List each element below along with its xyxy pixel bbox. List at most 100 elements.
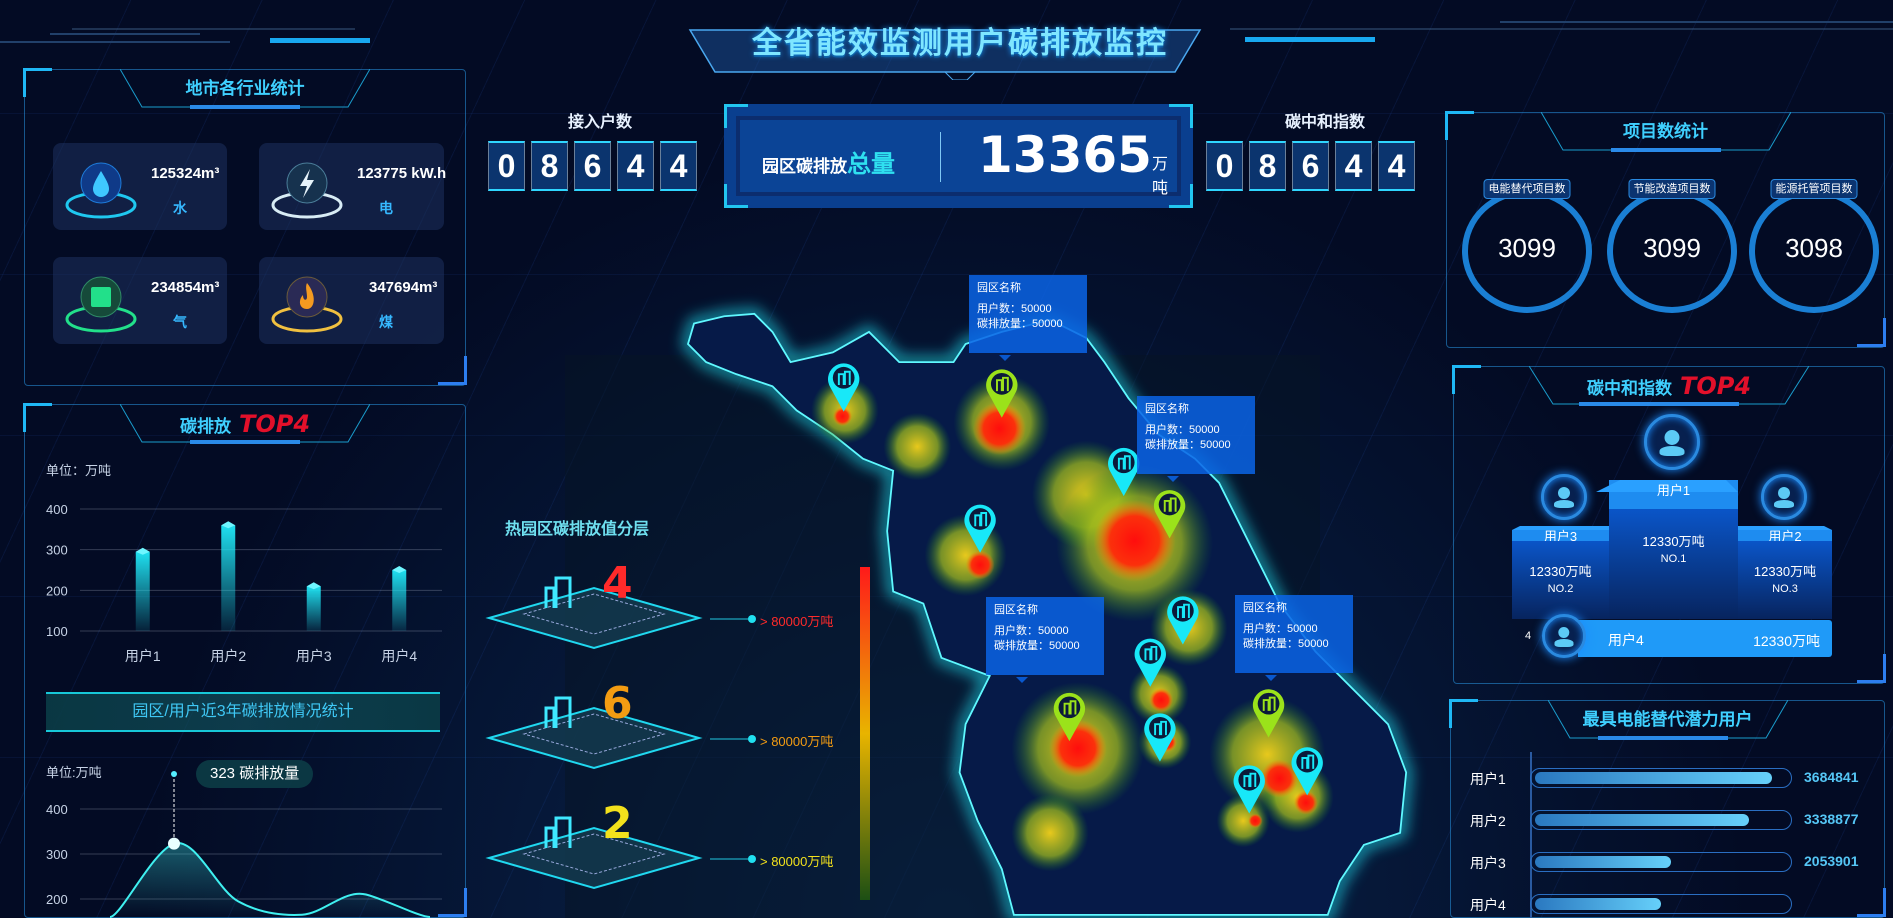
project-ring-energy-hosting: 能源托管项目数 3098 xyxy=(1749,179,1879,313)
digit: 0 xyxy=(1206,141,1243,191)
heat-core xyxy=(972,401,1026,456)
building-icon xyxy=(974,512,988,527)
line-chart-unit: 单位:万吨 xyxy=(46,765,102,780)
x-tick-label: 用户2 xyxy=(210,648,246,664)
project-ring-electric-substitution: 电能替代项目数 3099 xyxy=(1462,179,1592,313)
y-tick-label: 400 xyxy=(46,502,68,517)
bar xyxy=(306,586,321,631)
progress-track xyxy=(1530,852,1792,872)
progress-track xyxy=(1530,894,1792,914)
park-pin-icon[interactable] xyxy=(1053,692,1086,742)
digit: 4 xyxy=(1378,141,1415,191)
building-icon xyxy=(1063,700,1077,715)
podium-third: 12330万吨 NO.3 xyxy=(1738,541,1832,619)
heat-core xyxy=(965,550,995,580)
park-pin-icon[interactable] xyxy=(1167,596,1199,645)
park-pin-icon[interactable] xyxy=(1108,447,1140,497)
potential-user-row: 用户2 3338877 xyxy=(1460,808,1880,832)
total-label: 园区碳排放 xyxy=(762,157,847,176)
park-pin-icon[interactable] xyxy=(964,504,996,553)
building-icon xyxy=(544,576,572,608)
heat-core xyxy=(1149,687,1174,713)
heat-core xyxy=(1260,759,1299,798)
layer-inner xyxy=(522,713,666,755)
park-callout: 园区名称用户数：50000 碳排放量：50000 xyxy=(1235,595,1353,681)
bar-cap xyxy=(135,547,150,555)
legend-threshold: > 80000万吨 xyxy=(760,734,834,749)
user-name: 用户4 xyxy=(1470,897,1506,913)
park-name: 园区名称 xyxy=(1243,602,1287,614)
park-emission: 碳排放量：50000 xyxy=(994,640,1080,652)
series-line xyxy=(109,842,431,918)
podium-first: 12330万吨 NO.1 xyxy=(1609,509,1738,619)
x-tick-label: 用户1 xyxy=(125,648,161,664)
park-pin-icon[interactable] xyxy=(1134,638,1166,687)
layer-plate xyxy=(485,706,703,770)
page-title: 全省能效监测用户碳排放监控 xyxy=(752,27,1168,60)
panel-title: 地市各行业统计 xyxy=(120,69,370,111)
layer-plate xyxy=(485,826,703,890)
y-tick-label: 200 xyxy=(46,583,68,598)
park-pin-icon[interactable] xyxy=(1144,713,1176,762)
y-tick-label: 300 xyxy=(46,847,68,862)
park-pin-icon[interactable] xyxy=(1291,747,1323,796)
flame-icon xyxy=(271,276,343,333)
progress-fill xyxy=(1535,856,1672,868)
heat-core xyxy=(1293,790,1319,815)
building-icon xyxy=(1177,603,1190,618)
park-pin-icon[interactable] xyxy=(1252,689,1285,738)
layer-plate xyxy=(485,586,703,650)
bar-cap xyxy=(221,521,236,529)
building-icon xyxy=(1243,772,1257,787)
neutral-top4-panel: 碳中和指数 TOP4 xyxy=(1452,365,1886,684)
building-icon xyxy=(1163,497,1177,512)
heat-core xyxy=(1093,499,1176,582)
park-pin-icon[interactable] xyxy=(986,369,1018,418)
y-tick-label: 400 xyxy=(46,802,68,817)
digit: 4 xyxy=(660,141,697,191)
heat-blob xyxy=(1216,794,1270,848)
digit: 6 xyxy=(574,141,611,191)
heat-blob xyxy=(883,412,952,481)
digit: 8 xyxy=(1249,141,1286,191)
peak-point xyxy=(168,837,180,850)
park-emission: 碳排放量：50000 xyxy=(977,318,1063,330)
potential-user-row: 用户1 3684841 xyxy=(1460,766,1880,790)
park-emission: 碳排放量：50000 xyxy=(1243,638,1329,650)
legend-title: 热园区碳排放值分层 xyxy=(505,521,650,538)
park-pin-icon[interactable] xyxy=(828,363,860,412)
podium-second: 12330万吨 NO.2 xyxy=(1512,541,1609,619)
building-icon xyxy=(544,696,572,728)
legend-dot xyxy=(748,735,756,743)
legend-dot xyxy=(748,855,756,863)
stat-card-coal: 347694m³ 煤 xyxy=(259,257,444,344)
progress-fill xyxy=(1535,814,1750,826)
park-users: 用户数：50000 xyxy=(1243,623,1318,635)
rank4-number: 4 xyxy=(1525,630,1532,642)
lightning-icon xyxy=(271,162,343,219)
digit: 4 xyxy=(1335,141,1372,191)
y-tick-label: 300 xyxy=(46,543,68,558)
avatar-user3 xyxy=(1541,474,1587,520)
progress-track xyxy=(1530,768,1792,788)
project-ring-energy-saving: 节能改造项目数 3099 xyxy=(1607,179,1737,313)
header: 全省能效监测用户碳排放监控 xyxy=(0,0,1893,80)
user-name: 用户2 xyxy=(1470,813,1506,829)
trend-banner: 园区/用户近3年碳排放情况统计 xyxy=(46,692,440,732)
building-icon xyxy=(996,376,1009,392)
divider xyxy=(940,132,941,182)
legend-threshold: > 80000万吨 xyxy=(760,854,834,869)
park-users: 用户数：50000 xyxy=(1145,424,1220,436)
park-pin-icon[interactable] xyxy=(1233,765,1265,814)
bar-cap xyxy=(392,566,407,573)
park-pin-icon[interactable] xyxy=(1153,490,1186,539)
podium-tops xyxy=(1512,480,1832,541)
user-value: 3684841 xyxy=(1804,769,1859,785)
heat-blob xyxy=(1011,794,1089,872)
heat-core xyxy=(1048,719,1107,778)
heat-core xyxy=(832,406,853,427)
color-scale-bar xyxy=(860,567,870,900)
bar-chart-unit: 单位：万吨 xyxy=(46,463,112,478)
